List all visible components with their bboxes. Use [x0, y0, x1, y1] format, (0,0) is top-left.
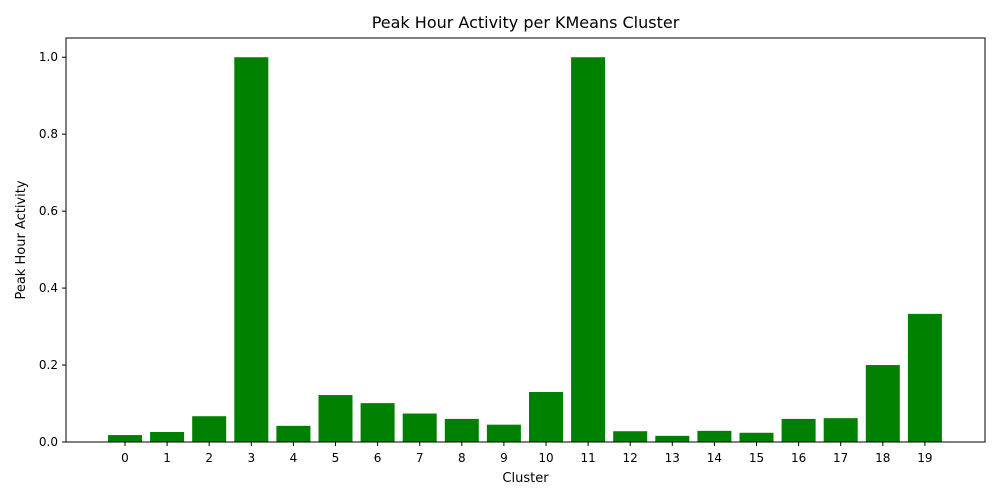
y-tick-label: 0.4 [39, 281, 58, 295]
y-tick-label: 0.2 [39, 358, 58, 372]
y-tick-label: 0.6 [39, 204, 58, 218]
bar-cluster-0 [108, 435, 142, 442]
x-tick-label: 5 [332, 451, 340, 465]
bar-cluster-17 [823, 418, 858, 442]
bar-cluster-12 [613, 431, 648, 442]
bar-cluster-16 [781, 418, 816, 442]
y-tick-label: 1.0 [39, 50, 58, 64]
x-tick-label: 2 [205, 451, 213, 465]
x-tick-label: 6 [374, 451, 382, 465]
bar-cluster-13 [655, 435, 690, 442]
bar-cluster-1 [150, 431, 185, 442]
x-tick-label: 15 [749, 451, 764, 465]
bar-cluster-11 [571, 57, 606, 442]
y-axis-label: Peak Hour Activity [14, 180, 29, 299]
bar-cluster-18 [865, 365, 900, 442]
bar-cluster-9 [486, 424, 521, 442]
y-tick-label: 0.0 [39, 435, 58, 449]
x-tick-label: 0 [121, 451, 129, 465]
x-tick-label: 18 [875, 451, 890, 465]
x-axis-ticks: 0 1 2 3 4 5 6 7 8 9 10 11 12 13 14 15 16 17 18 19 [121, 442, 933, 465]
x-tick-label: 9 [500, 451, 508, 465]
chart-title: Peak Hour Activity per KMeans Cluster [372, 13, 680, 32]
bar-cluster-5 [318, 395, 353, 442]
x-tick-label: 4 [290, 451, 298, 465]
bar-cluster-4 [276, 425, 311, 442]
bar-cluster-10 [529, 391, 563, 442]
x-tick-label: 17 [833, 451, 848, 465]
x-axis-label: Cluster [502, 471, 549, 486]
x-tick-label: 10 [538, 451, 553, 465]
x-tick-label: 14 [707, 451, 722, 465]
bar-cluster-14 [697, 430, 732, 442]
x-tick-label: 13 [665, 451, 680, 465]
bars-layer [108, 57, 942, 442]
x-tick-label: 1 [163, 451, 171, 465]
bar-cluster-2 [192, 416, 227, 442]
bar-cluster-8 [444, 418, 479, 442]
bar-cluster-6 [360, 403, 395, 442]
x-tick-label: 12 [623, 451, 638, 465]
x-tick-label: 19 [917, 451, 932, 465]
y-axis-ticks: 0.0 0.2 0.4 0.6 0.8 1.0 [39, 50, 66, 449]
y-tick-label: 0.8 [39, 127, 58, 141]
plot-area-frame [65, 37, 986, 443]
bar-cluster-19 [907, 313, 942, 442]
bar-cluster-15 [739, 432, 774, 442]
x-tick-label: 8 [458, 451, 466, 465]
x-tick-label: 11 [580, 451, 595, 465]
x-tick-label: 7 [416, 451, 424, 465]
bar-cluster-3 [234, 57, 269, 442]
bar-cluster-7 [402, 413, 437, 442]
x-tick-label: 3 [247, 451, 255, 465]
x-tick-label: 16 [791, 451, 806, 465]
